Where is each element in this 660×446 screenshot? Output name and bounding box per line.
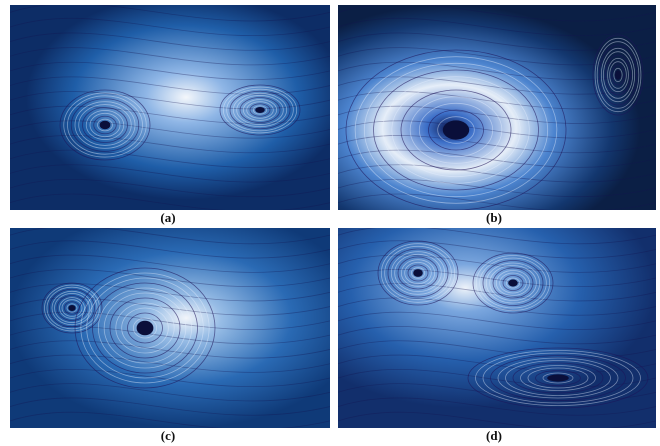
vortex-core (615, 70, 621, 80)
caption: (c) (161, 428, 175, 443)
flow-image (338, 4, 656, 212)
vortex-core (508, 279, 518, 286)
flow-image (10, 226, 330, 429)
panels (10, 4, 656, 430)
vortex-core (413, 269, 423, 277)
vortex-core (68, 305, 75, 311)
flow-image (10, 4, 330, 212)
vortex-core (443, 120, 469, 139)
figure: (a) (b) (c) (d) (0, 0, 660, 446)
vortex-core (100, 121, 111, 129)
caption: (b) (486, 210, 502, 225)
caption: (a) (160, 210, 175, 225)
vortex-core (547, 374, 569, 381)
vortex-core (137, 321, 154, 335)
flow-image (338, 226, 656, 429)
caption: (d) (486, 428, 502, 443)
vortex-core (255, 107, 265, 113)
